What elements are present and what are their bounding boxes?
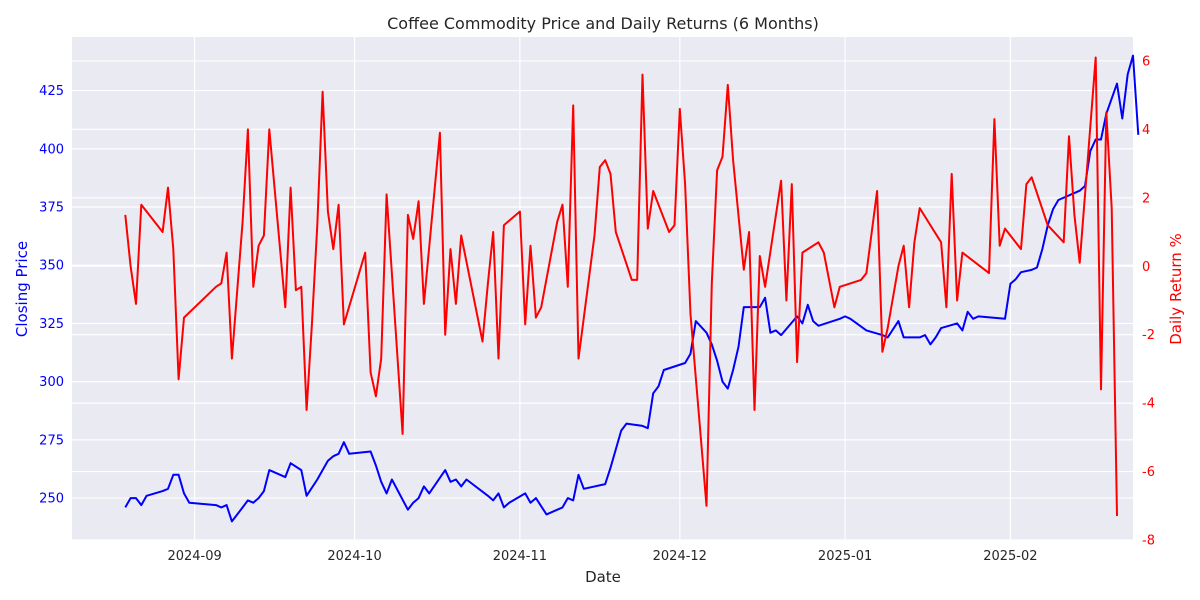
x-tick-label: 2024-12 xyxy=(653,549,707,564)
right-y-tick-label: 0 xyxy=(1142,260,1150,275)
x-tick-label: 2025-01 xyxy=(818,549,872,564)
left-y-axis-title: Closing Price xyxy=(13,241,31,337)
x-tick-label: 2024-11 xyxy=(493,549,547,564)
price-series-line xyxy=(124,54,1140,523)
left-y-tick-label: 350 xyxy=(39,259,64,274)
x-tick-label: 2025-02 xyxy=(983,549,1037,564)
x-tick-label: 2024-10 xyxy=(327,549,381,564)
x-tick-label: 2024-09 xyxy=(167,549,221,564)
series-layer xyxy=(124,54,1140,523)
left-y-tick-label: 400 xyxy=(39,142,64,157)
left-y-tick-label: 375 xyxy=(39,200,64,215)
right-y-axis-title: Daily Return % xyxy=(1167,233,1185,345)
x-axis-title: Date xyxy=(585,568,621,586)
right-y-tick-label: -4 xyxy=(1142,397,1155,412)
left-y-tick-label: 300 xyxy=(39,375,64,390)
x-axis-ticks: 2024-09 2024-10 2024-11 2024-12 2025-01 2025-… xyxy=(167,549,1037,564)
right-y-tick-label: 4 xyxy=(1142,123,1150,138)
plot-area xyxy=(72,37,1133,540)
right-y-tick-label: -8 xyxy=(1142,534,1155,549)
chart-title: Coffee Commodity Price and Daily Returns… xyxy=(387,14,819,33)
left-y-tick-label: 425 xyxy=(39,84,64,99)
returns-series-line xyxy=(124,56,1118,517)
right-y-tick-label: 2 xyxy=(1142,191,1150,206)
left-y-axis-ticks: 250 275 300 325 350 375 400 425 xyxy=(39,84,64,507)
left-y-tick-label: 325 xyxy=(39,317,64,332)
right-y-tick-label: 6 xyxy=(1142,54,1150,69)
right-y-axis-ticks: -8 -6 -4 -2 0 2 4 6 xyxy=(1142,54,1155,548)
left-y-tick-label: 275 xyxy=(39,433,64,448)
right-y-tick-label: -2 xyxy=(1142,328,1155,343)
right-y-tick-label: -6 xyxy=(1142,465,1155,480)
left-y-tick-label: 250 xyxy=(39,492,64,507)
